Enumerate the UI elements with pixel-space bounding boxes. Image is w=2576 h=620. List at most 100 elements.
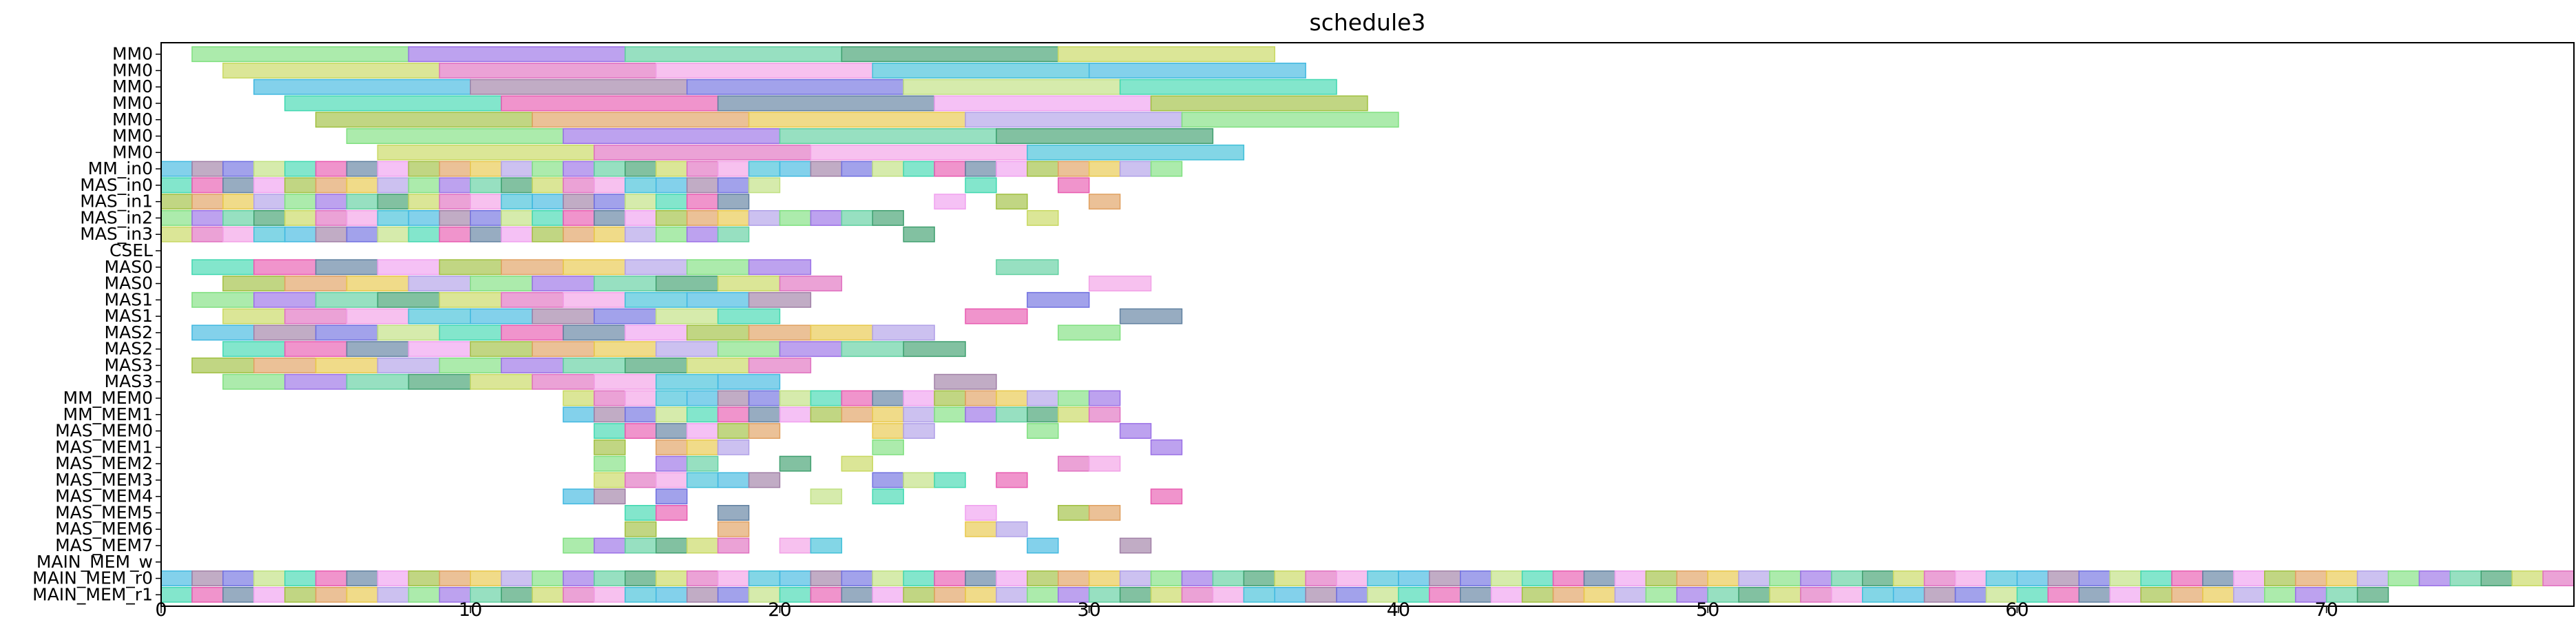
task-bar <box>1274 586 1306 603</box>
task-bar <box>625 194 657 210</box>
task-bar <box>779 161 812 177</box>
task-bar <box>222 570 255 587</box>
task-bar <box>1862 586 1894 603</box>
y-tick-label: MAS_MEM5 <box>55 502 153 522</box>
task-bar <box>594 439 626 455</box>
y-tick-label: MAS_MEM4 <box>55 486 153 506</box>
y-tick-label: MAS_MEM6 <box>55 519 153 539</box>
task-bar <box>222 209 255 226</box>
task-bar <box>346 128 564 144</box>
task-bar <box>686 423 719 440</box>
task-bar <box>872 390 904 406</box>
task-bar <box>1490 586 1523 603</box>
task-bar <box>1274 570 1306 587</box>
task-bar <box>717 95 935 112</box>
task-bar <box>810 537 843 554</box>
task-bar <box>563 586 595 603</box>
task-bar <box>2387 570 2420 587</box>
task-bar <box>2294 570 2327 587</box>
task-bar <box>656 308 719 324</box>
task-bar <box>191 357 255 373</box>
y-tick-label: MM0 <box>112 76 153 96</box>
task-bar <box>408 570 441 587</box>
task-bar <box>810 406 843 423</box>
task-bar <box>717 226 750 242</box>
task-bar <box>2140 570 2172 587</box>
task-bar <box>191 291 255 308</box>
task-bar <box>501 357 564 373</box>
task-bar <box>1119 423 1152 440</box>
x-tick-label: 30 <box>1078 599 1101 620</box>
task-bar <box>2511 570 2544 587</box>
task-bar <box>222 373 286 390</box>
task-bar <box>501 209 533 226</box>
task-bar <box>965 161 997 177</box>
task-bar <box>532 112 750 128</box>
x-tick-label: 60 <box>2005 599 2029 620</box>
task-bar <box>656 586 688 603</box>
task-bar <box>1336 570 1368 587</box>
task-bar <box>1027 209 1059 226</box>
task-bar <box>686 226 719 242</box>
task-bar <box>2109 570 2142 587</box>
task-bar <box>284 341 348 358</box>
task-bar <box>779 570 812 587</box>
task-bar <box>346 373 410 390</box>
plot-frame <box>160 42 2575 607</box>
task-bar <box>1583 570 1616 587</box>
task-bar <box>717 406 750 423</box>
task-bar <box>1862 570 1894 587</box>
task-bar <box>1552 586 1585 603</box>
y-tick-label: MAS1 <box>105 289 153 309</box>
task-bar <box>1088 455 1121 472</box>
task-bar <box>532 276 595 292</box>
y-tick-label: MM0 <box>112 60 153 80</box>
task-bar <box>377 291 441 308</box>
task-bar <box>625 521 657 537</box>
task-bar <box>191 177 224 194</box>
task-bar <box>1212 586 1245 603</box>
task-bar <box>717 423 750 440</box>
task-bar <box>315 112 533 128</box>
y-tick-label: MAS3 <box>105 371 153 391</box>
task-bar <box>996 161 1028 177</box>
task-bar <box>470 177 502 194</box>
task-bar <box>594 455 626 472</box>
task-bar <box>717 390 750 406</box>
task-bar <box>656 439 688 455</box>
task-bar <box>2078 570 2111 587</box>
task-bar <box>501 570 533 587</box>
task-bar <box>222 226 255 242</box>
task-bar <box>996 472 1028 488</box>
task-bar <box>965 406 997 423</box>
task-bar <box>346 177 379 194</box>
task-bar <box>284 276 348 292</box>
task-bar <box>563 357 626 373</box>
task-bar <box>470 209 502 226</box>
task-bar <box>2140 586 2172 603</box>
task-bar <box>1058 324 1121 341</box>
task-bar <box>408 586 441 603</box>
task-bar <box>563 259 626 276</box>
task-bar <box>594 586 626 603</box>
task-bar <box>315 357 379 373</box>
task-bar <box>656 406 688 423</box>
task-bar <box>810 144 1028 161</box>
task-bar <box>253 586 286 603</box>
task-bar <box>872 161 904 177</box>
task-bar <box>1058 455 1090 472</box>
task-bar <box>934 95 1152 112</box>
task-bar <box>284 209 317 226</box>
task-bar <box>779 276 843 292</box>
task-bar <box>903 79 1121 95</box>
task-bar <box>191 324 255 341</box>
task-bar <box>1707 570 1739 587</box>
task-bar <box>1058 161 1090 177</box>
task-bar <box>841 570 873 587</box>
task-bar <box>2325 570 2358 587</box>
task-bar <box>779 455 812 472</box>
task-bar <box>377 570 410 587</box>
task-bar <box>2109 586 2142 603</box>
task-bar <box>2171 570 2203 587</box>
task-bar <box>439 357 502 373</box>
